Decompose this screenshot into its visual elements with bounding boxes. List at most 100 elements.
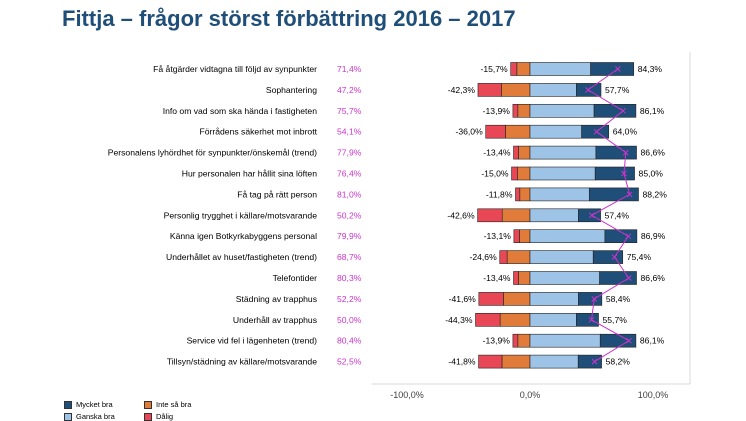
negative-total-label: -15,7% <box>480 64 508 74</box>
category-label: Personalens lyhördhet för synpunkter/öns… <box>108 148 317 158</box>
change-label: 80,4% <box>337 336 362 346</box>
bar-mycket-bra <box>578 208 601 223</box>
negative-total-label: -11,8% <box>486 189 513 199</box>
bar-inte-sa-bra <box>516 62 531 76</box>
bar-mycket-bra <box>576 312 599 327</box>
bar-dalig <box>478 354 503 369</box>
trend-marker <box>625 275 632 281</box>
legend-item-mycket-bra: Mycket bra <box>64 400 113 409</box>
bar-dalig <box>477 83 502 97</box>
positive-total-label: 86,6% <box>641 273 666 283</box>
category-label: Underhållet av huset/fastigheten (trend) <box>166 252 317 262</box>
trend-marker <box>621 170 627 177</box>
change-label: 47,2% <box>337 85 362 95</box>
bar-mycket-bra <box>594 166 635 181</box>
positive-total-label: 85,0% <box>639 169 664 179</box>
negative-total-label: -44,3% <box>445 315 473 325</box>
bar-ganska-bra <box>529 187 590 202</box>
bar-dalig <box>510 62 518 76</box>
negative-total-label: -13,9% <box>483 336 511 346</box>
positive-total-label: 86,6% <box>641 148 666 158</box>
category-label: Sophantering <box>266 85 317 95</box>
bar-dalig <box>512 104 519 118</box>
bar-mycket-bra <box>577 354 602 369</box>
bar-inte-sa-bra <box>503 292 531 306</box>
positive-total-label: 64,0% <box>613 127 638 137</box>
legend-swatch-icon <box>144 412 152 421</box>
trend-marker <box>585 87 591 93</box>
change-label: 80,3% <box>337 273 362 283</box>
bar-mycket-bra <box>581 124 610 139</box>
legend-label: Mycket bra <box>76 400 113 409</box>
x-tick-label: 0,0% <box>520 390 541 400</box>
bar-ganska-bra <box>529 312 577 327</box>
positive-total-label: 84,3% <box>638 64 663 74</box>
bar-inte-sa-bra <box>517 166 531 181</box>
legend-swatch-icon <box>64 412 72 421</box>
bar-ganska-bra <box>529 104 595 118</box>
bar-inte-sa-bra <box>499 312 531 327</box>
change-label: 52,5% <box>337 357 362 367</box>
bar-mycket-bra <box>588 187 639 202</box>
bar-ganska-bra <box>529 124 582 139</box>
bar-dalig <box>513 229 520 243</box>
legend-item-dalig: Dålig <box>144 412 173 421</box>
trend-marker <box>620 107 626 114</box>
negative-total-label: -36,0% <box>455 127 483 137</box>
bar-ganska-bra <box>529 145 597 160</box>
trend-marker <box>626 337 632 344</box>
bar-dalig <box>477 208 503 223</box>
bar-dalig <box>499 250 508 264</box>
bar-ganska-bra <box>529 229 606 243</box>
bar-ganska-bra <box>529 166 596 181</box>
x-tick-label: 100,0% <box>638 390 669 400</box>
bar-mycket-bra <box>595 145 637 160</box>
bar-inte-sa-bra <box>518 145 531 160</box>
trend-marker <box>626 191 633 198</box>
bar-inte-sa-bra <box>517 333 531 348</box>
category-label: Få åtgärder vidtagna till följd av synpu… <box>153 64 317 74</box>
positive-total-label: 58,2% <box>606 357 631 367</box>
category-label: Telefontider <box>273 273 318 283</box>
trend-marker <box>591 296 598 302</box>
change-label: 68,7% <box>337 252 362 262</box>
bar-ganska-bra <box>529 83 577 97</box>
category-label: Personlig trygghet i källare/motsvarande <box>164 210 318 220</box>
positive-total-label: 86,9% <box>641 231 666 241</box>
bar-ganska-bra <box>529 292 579 306</box>
trend-marker <box>611 254 618 260</box>
negative-total-label: -13,1% <box>484 231 512 241</box>
bar-inte-sa-bra <box>506 250 531 264</box>
change-label: 54,1% <box>337 127 362 137</box>
legend-item-inte-sa-bra: Inte så bra <box>144 400 191 409</box>
bar-mycket-bra <box>578 292 603 306</box>
legend-label: Inte så bra <box>156 400 192 409</box>
trend-marker <box>588 212 595 219</box>
positive-total-label: 88,2% <box>642 189 667 199</box>
change-label: 50,0% <box>337 315 362 325</box>
trend-marker <box>591 358 598 365</box>
bar-mycket-bra <box>599 333 637 348</box>
trend-marker <box>622 149 629 156</box>
bar-dalig <box>515 187 521 202</box>
change-label: 50,2% <box>337 210 362 220</box>
negative-total-label: -13,4% <box>483 148 511 158</box>
negative-total-label: -24,6% <box>470 252 498 262</box>
positive-total-label: 86,1% <box>640 336 665 346</box>
change-label: 71,4% <box>337 64 362 74</box>
category-label: Känna igen Botkyrkabyggens personal <box>170 231 317 241</box>
trend-marker <box>625 233 632 240</box>
category-label: Få tag på rätt person <box>237 189 317 199</box>
bar-dalig <box>485 124 506 139</box>
bar-dalig <box>475 312 501 327</box>
change-label: 52,2% <box>337 294 362 304</box>
category-label: Info om vad som ska hända i fastigheten <box>163 106 318 116</box>
category-label: Service vid fel i lägenheten (trend) <box>187 336 318 346</box>
bar-inte-sa-bra <box>518 271 531 285</box>
bar-ganska-bra <box>529 250 594 264</box>
legend-label: Dålig <box>156 412 174 421</box>
positive-total-label: 58,4% <box>606 294 631 304</box>
negative-total-label: -41,6% <box>449 294 477 304</box>
change-label: 81,0% <box>337 189 362 199</box>
